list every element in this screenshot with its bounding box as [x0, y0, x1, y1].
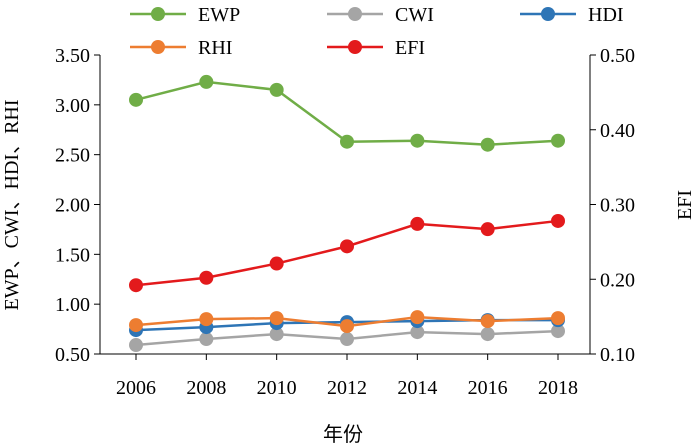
data-point: [410, 310, 425, 325]
data-point: [199, 270, 214, 285]
data-point: [340, 134, 354, 149]
data-point: [199, 74, 214, 89]
legend-item-hdi: HDI: [520, 4, 624, 26]
data-point: [269, 82, 284, 97]
data-point: [551, 311, 565, 326]
data-point: [480, 314, 495, 329]
left-y-axis-title: EWP、CWI、HDI、RHI: [1, 99, 23, 310]
legend-label: EWP: [198, 4, 240, 26]
data-point: [129, 338, 143, 353]
data-point: [410, 216, 425, 231]
series-rhi: [129, 310, 565, 334]
axes: 0.50 1.00 1.50 2.00 2.50 3.00 3.50 0.10 0.20 0.30…: [55, 45, 635, 399]
data-point: [340, 332, 354, 347]
legend-item-rhi: RHI: [130, 37, 232, 59]
data-point: [480, 222, 495, 237]
x-tick-label: 2006: [116, 377, 156, 399]
left-y-tick-label: 3.00: [55, 95, 90, 117]
data-point: [410, 325, 425, 340]
series-efi: [129, 213, 565, 293]
data-point: [480, 137, 495, 152]
data-point: [551, 133, 565, 148]
left-y-tick-label: 2.50: [55, 145, 90, 167]
data-point: [340, 319, 354, 334]
legend-label: EFI: [395, 37, 425, 59]
x-tick-label: 2016: [468, 377, 508, 399]
legend-item-efi: EFI: [327, 37, 425, 59]
x-tick-label: 2012: [327, 377, 367, 399]
x-tick-label: 2010: [257, 377, 297, 399]
right-y-tick-label: 0.10: [600, 344, 635, 366]
x-tick-label: 2018: [538, 377, 578, 399]
legend: EWP CWI HDI RHI EFI: [130, 4, 624, 59]
series-ewp: [129, 74, 565, 152]
right-y-tick-label: 0.40: [600, 120, 635, 142]
legend-item-ewp: EWP: [130, 4, 240, 26]
legend-marker: [348, 7, 362, 21]
data-point: [410, 133, 425, 148]
right-y-tick-label: 0.50: [600, 45, 635, 67]
data-point: [269, 256, 284, 271]
legend-label: CWI: [395, 4, 434, 26]
data-point: [199, 332, 214, 347]
data-point: [340, 239, 354, 254]
data-point: [129, 318, 143, 333]
legend-item-cwi: CWI: [327, 4, 434, 26]
x-tick-label: 2014: [397, 377, 437, 399]
legend-marker: [348, 40, 362, 54]
data-point: [129, 92, 143, 107]
data-point: [551, 213, 565, 228]
left-y-tick-label: 3.50: [55, 45, 90, 67]
data-point: [551, 324, 565, 339]
legend-marker: [151, 40, 165, 54]
legend-marker: [541, 7, 555, 21]
left-y-tick-label: 0.50: [55, 344, 90, 366]
x-tick-label: 2008: [186, 377, 226, 399]
x-axis-title: 年份: [323, 423, 363, 446]
data-point: [480, 327, 495, 342]
right-y-axis-title: EFI: [674, 190, 696, 220]
series-layer: [129, 74, 565, 353]
right-y-tick-label: 0.30: [600, 195, 635, 217]
data-point: [199, 312, 214, 327]
right-y-tick-label: 0.20: [600, 269, 635, 291]
data-point: [129, 278, 143, 293]
legend-marker: [151, 7, 165, 21]
data-point: [269, 311, 284, 326]
legend-label: HDI: [588, 4, 624, 26]
left-y-tick-label: 1.00: [55, 294, 90, 316]
left-y-tick-label: 1.50: [55, 244, 90, 266]
left-y-tick-label: 2.00: [55, 195, 90, 217]
legend-label: RHI: [198, 37, 232, 59]
data-point: [269, 327, 284, 342]
series-cwi: [129, 324, 565, 353]
